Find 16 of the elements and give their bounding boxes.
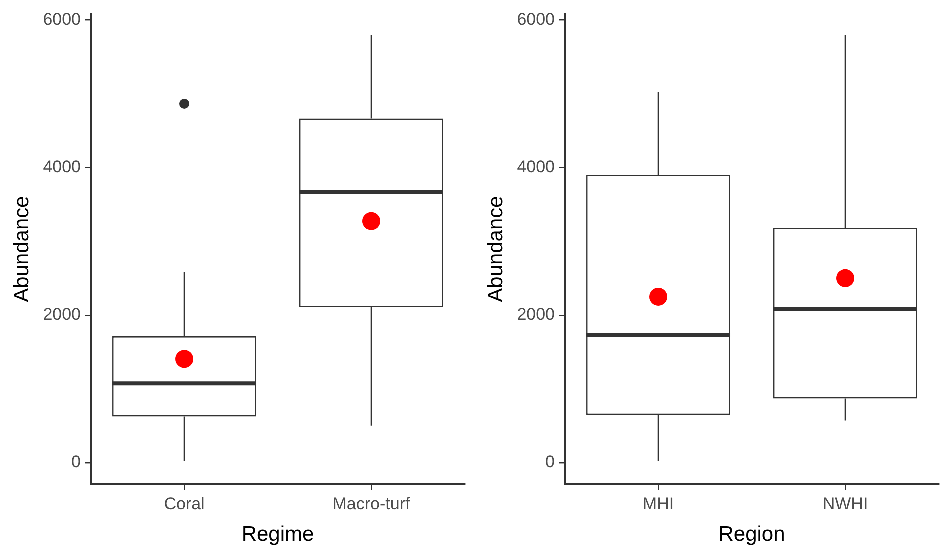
y-tick-label: 0 bbox=[546, 452, 556, 472]
x-tick-label: MHI bbox=[642, 494, 674, 514]
y-axis-title: Abundance bbox=[10, 196, 34, 302]
y-tick-label: 6000 bbox=[43, 10, 82, 29]
y-tick-label: 6000 bbox=[517, 10, 556, 29]
x-tick-label: NWHI bbox=[822, 494, 868, 514]
x-axis-title: Region bbox=[718, 523, 786, 546]
x-axis-title: Regime bbox=[242, 523, 314, 546]
y-axis-title: Abundance bbox=[484, 196, 508, 302]
y-tick-label: 4000 bbox=[43, 157, 82, 176]
y-tick-label: 2000 bbox=[517, 305, 556, 324]
y-tick-label: 0 bbox=[72, 452, 82, 472]
y-tick-label: 4000 bbox=[517, 157, 556, 176]
y-tick-label: 2000 bbox=[43, 305, 82, 324]
x-tick-label: Macro-turf bbox=[332, 494, 410, 514]
x-tick-label: Coral bbox=[164, 494, 205, 514]
